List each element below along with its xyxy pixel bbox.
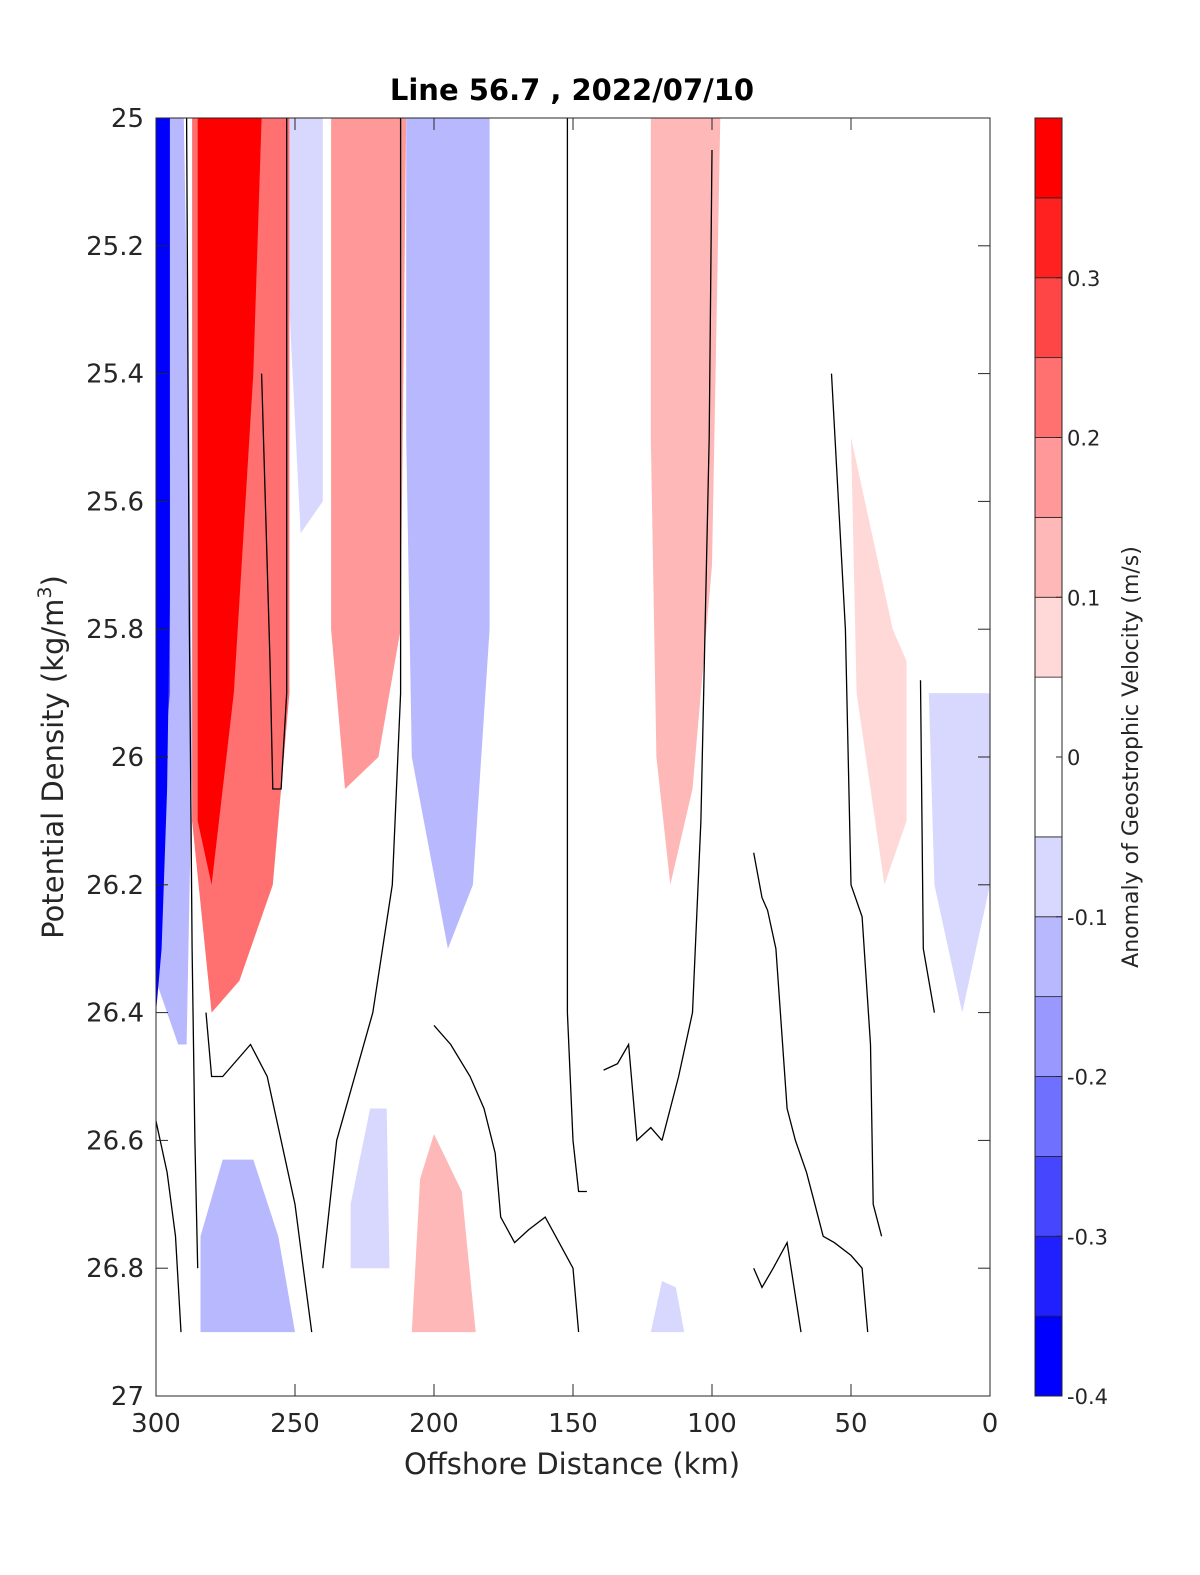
zero-contour-line — [205, 1012, 313, 1333]
y-tick-label: 25.6 — [86, 487, 144, 517]
zero-contour-line — [830, 373, 883, 1237]
y-tick-label: 25 — [111, 104, 144, 134]
zero-contour-line — [661, 149, 713, 1141]
x-axis-label: Offshore Distance (km) — [404, 1447, 740, 1481]
zero-contour-line — [919, 680, 936, 1013]
y-tick-label: 25.8 — [86, 615, 144, 645]
colorbar-box — [1034, 1315, 1063, 1397]
field-blue-115-deep — [650, 1281, 685, 1333]
colorbar-box — [1034, 516, 1063, 598]
colorbar-box — [1034, 1235, 1063, 1317]
colorbar-label: Anomaly of Geostrophic Velocity (m/s) — [1119, 546, 1144, 968]
y-tick-label: 26.6 — [86, 1126, 144, 1156]
y-tick-label: 26 — [111, 743, 144, 773]
colorbar-tick-label: 0.1 — [1067, 586, 1100, 610]
field-blue-core-300 — [156, 118, 170, 1013]
zero-contour-line — [155, 1121, 182, 1333]
zero-contour-line — [433, 1024, 580, 1333]
field-red-core-275 — [197, 118, 262, 885]
colorbar-box — [1034, 996, 1063, 1077]
velocity-fields — [156, 118, 990, 1333]
colorbar-tick-label: 0 — [1067, 746, 1080, 770]
colorbar-boxes — [1034, 117, 1063, 1397]
colorbar-ticks: -0.4 -0.3 -0.2 -0.1 0 0.1 0.2 0.3 — [1056, 267, 1108, 1409]
colorbar-box — [1034, 1155, 1063, 1237]
zero-contour-line — [322, 118, 402, 1269]
zero-contour-line — [260, 118, 288, 790]
y-axis-label-superscript: 3 — [34, 586, 56, 598]
colorbar-box — [1034, 197, 1063, 279]
y-tick-label: 26.8 — [86, 1254, 144, 1284]
field-blue-250 — [286, 118, 323, 534]
field-red-45 — [851, 437, 907, 885]
x-tick-label: 0 — [982, 1409, 999, 1439]
y-tick-label: 25.4 — [86, 360, 144, 390]
y-tick-label: 25.2 — [86, 232, 144, 262]
x-tick-label: 150 — [548, 1409, 598, 1439]
zero-contour-line — [603, 1042, 663, 1142]
x-tick-label: 200 — [409, 1409, 459, 1439]
x-tick-label: 250 — [270, 1409, 320, 1439]
colorbar-tick-label: 0.2 — [1067, 427, 1100, 451]
colorbar-box — [1034, 836, 1063, 918]
chart-title: Line 56.7 , 2022/07/10 — [390, 73, 754, 107]
zero-contours — [155, 117, 936, 1333]
plot-area: 300 250 200 150 100 50 0 2525.225.425.625.8262… — [86, 104, 998, 1439]
zero-contour-line — [566, 118, 587, 1193]
y-axis: 25 25.2 25.4 25.6 25.8 26 26.2 26.4 26.6 26.8 27 — [86, 104, 990, 1412]
colorbar-tick-label: 0.3 — [1067, 267, 1100, 291]
y-axis-label-close: ) — [36, 575, 70, 586]
y-axis-label: Potential Density (kg/m3) — [34, 575, 70, 939]
colorbar-box — [1034, 437, 1063, 518]
field-red-195-deep — [411, 1134, 476, 1333]
x-tick-label: 50 — [834, 1409, 867, 1439]
y-tick-label: 26.2 — [86, 871, 144, 901]
y-axis-label-main: Potential Density (kg/m — [36, 599, 70, 939]
colorbar-box — [1034, 117, 1063, 199]
colorbar-tick-label: -0.1 — [1067, 906, 1108, 930]
colorbar-tick-label: -0.2 — [1067, 1066, 1108, 1090]
y-tick-label: 26.4 — [86, 999, 144, 1029]
field-red-115 — [650, 118, 721, 885]
colorbar-tick-label: -0.3 — [1067, 1225, 1108, 1249]
field-blue-15 — [928, 693, 990, 1013]
field-blue-195 — [406, 118, 490, 949]
field-blue-270-deep — [200, 1159, 295, 1333]
colorbar: -0.4 -0.3 -0.2 -0.1 0 0.1 0.2 0.3 Anomaly of Ge… — [1034, 117, 1144, 1409]
x-tick-label: 100 — [687, 1409, 737, 1439]
field-blue-225-deep — [350, 1108, 390, 1269]
colorbar-box — [1034, 277, 1063, 359]
zero-contour-line — [185, 117, 199, 1269]
colorbar-box — [1034, 357, 1063, 438]
zero-contour-line — [753, 852, 869, 1333]
x-axis: 300 250 200 150 100 50 0 — [131, 118, 998, 1439]
x-tick-label: 300 — [131, 1409, 181, 1439]
colorbar-box — [1034, 916, 1063, 998]
colorbar-box — [1034, 596, 1063, 678]
field-red-225 — [331, 118, 407, 789]
colorbar-box — [1034, 1076, 1063, 1157]
zero-contour-line — [753, 1240, 802, 1333]
colorbar-tick-label: -0.4 — [1067, 1385, 1108, 1409]
y-tick-label: 27 — [111, 1382, 144, 1412]
